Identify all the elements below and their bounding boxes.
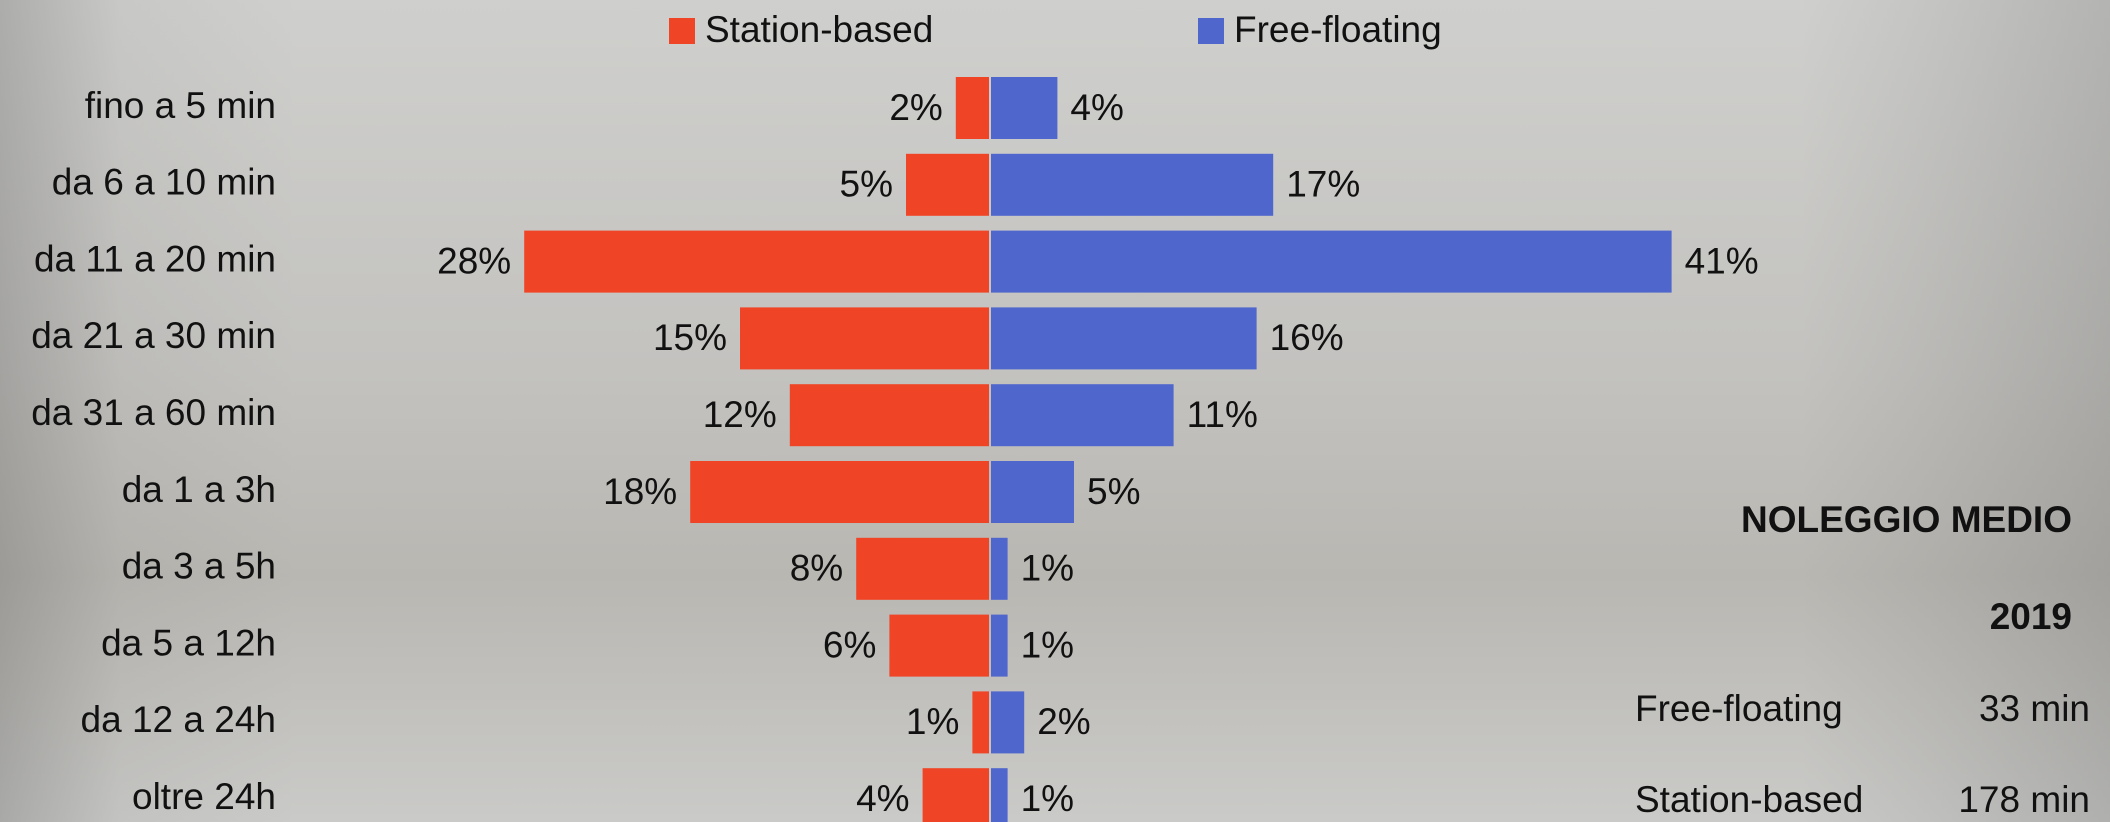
data-label: 2% — [889, 87, 942, 128]
data-label: 5% — [840, 164, 893, 205]
bar — [991, 691, 1025, 754]
data-label: 12% — [703, 394, 777, 435]
data-label: 6% — [823, 624, 876, 665]
category-label: fino a 5 min — [85, 85, 276, 126]
data-label: 4% — [856, 778, 909, 819]
summary-title: NOLEGGIO MEDIO — [1741, 499, 2072, 540]
data-label: 15% — [653, 317, 727, 358]
bar — [524, 230, 989, 293]
category-label: da 21 a 30 min — [31, 315, 276, 356]
summary-value: 33 min — [1979, 688, 2090, 729]
bar — [991, 384, 1174, 447]
bar — [991, 77, 1058, 139]
bar — [991, 461, 1074, 523]
data-label: 28% — [437, 240, 511, 281]
bar — [991, 537, 1008, 600]
summary-year: 2019 — [1990, 596, 2072, 637]
bar — [740, 307, 989, 370]
bar — [991, 614, 1008, 677]
data-label: 8% — [790, 548, 843, 589]
bar — [889, 614, 989, 677]
data-label: 41% — [1685, 240, 1759, 281]
bar — [906, 153, 989, 216]
bar — [922, 768, 989, 822]
legend-label: Station-based — [705, 9, 933, 50]
category-label: da 12 a 24h — [81, 699, 276, 740]
data-label: 1% — [1021, 778, 1074, 819]
data-label: 1% — [906, 701, 959, 742]
bar — [955, 77, 989, 139]
category-label: da 31 a 60 min — [31, 392, 276, 433]
data-label: 1% — [1021, 548, 1074, 589]
bar — [789, 384, 989, 447]
category-label: oltre 24h — [132, 776, 276, 817]
bar — [991, 307, 1257, 370]
category-label: da 5 a 12h — [101, 622, 276, 663]
legend-swatch — [669, 18, 695, 44]
category-label: da 1 a 3h — [122, 469, 276, 510]
bar — [991, 230, 1672, 293]
bar — [972, 691, 989, 754]
bar — [991, 768, 1008, 822]
data-label: 2% — [1037, 701, 1090, 742]
data-label: 11% — [1187, 394, 1258, 435]
data-label: 5% — [1087, 471, 1140, 512]
data-label: 17% — [1286, 164, 1360, 205]
summary-label: Free-floating — [1635, 688, 1843, 729]
summary-value: 178 min — [1958, 779, 2090, 820]
data-label: 1% — [1021, 624, 1074, 665]
bar — [991, 153, 1274, 216]
category-label: da 11 a 20 min — [34, 238, 276, 279]
category-label: da 3 a 5h — [122, 546, 276, 587]
data-label: 16% — [1270, 317, 1344, 358]
summary-label: Station-based — [1635, 779, 1863, 820]
legend-swatch — [1198, 18, 1224, 44]
bar — [856, 537, 989, 600]
data-label: 18% — [603, 471, 677, 512]
bar — [690, 461, 989, 523]
legend-label: Free-floating — [1234, 9, 1442, 50]
category-label: da 6 a 10 min — [52, 162, 276, 203]
data-label: 4% — [1070, 87, 1123, 128]
